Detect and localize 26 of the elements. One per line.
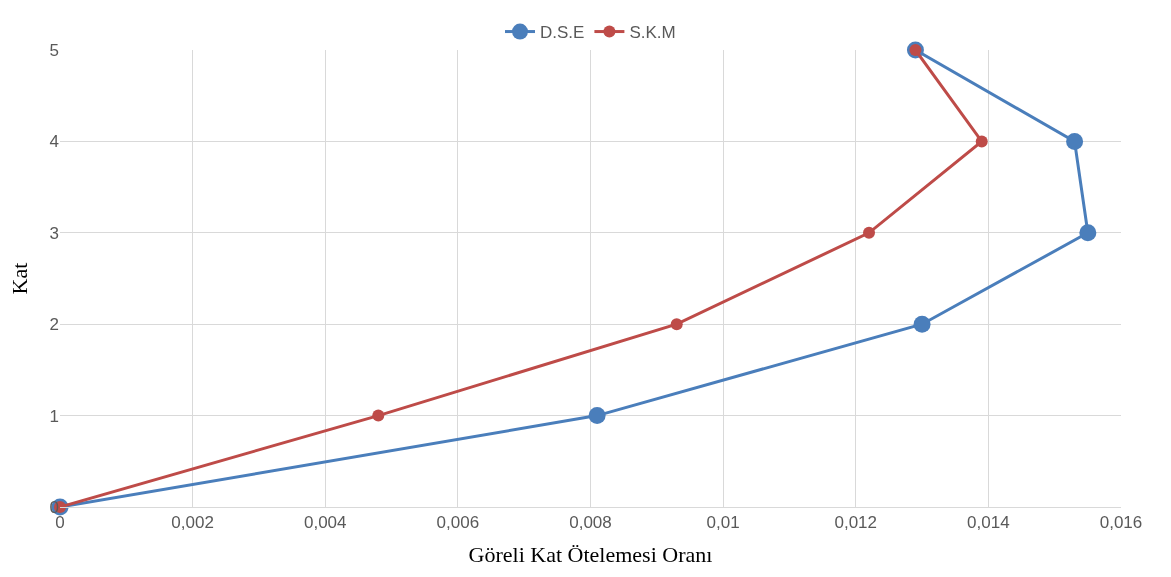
x-tick-label: 0,002 <box>171 513 214 533</box>
point <box>670 318 683 331</box>
x-tick-label: 0,004 <box>303 513 347 533</box>
point <box>372 409 385 422</box>
point <box>1079 224 1097 242</box>
x-tick-label: 0,008 <box>569 513 612 533</box>
point <box>863 226 876 239</box>
x-tick-label: 0,014 <box>967 513 1010 533</box>
point <box>1066 132 1084 150</box>
x-tick-label: 0,006 <box>436 513 480 533</box>
y-tick-label: 1 <box>49 406 59 426</box>
y-axis-title: Kat <box>7 262 33 295</box>
x-tick-label: 0,016 <box>1099 513 1143 533</box>
y-tick-label: 5 <box>49 40 59 60</box>
legend-label: S.K.M <box>629 23 676 43</box>
point <box>588 407 606 425</box>
y-tick-label: 3 <box>49 223 59 243</box>
x-axis-title: Göreli Kat Ötelemesi Oranı <box>468 542 713 568</box>
y-tick-label: 2 <box>49 315 59 335</box>
y-tick-label: 4 <box>49 132 59 152</box>
point <box>975 135 988 148</box>
y-tick-label: 0 <box>49 497 59 517</box>
x-tick-label: 0,012 <box>834 513 878 533</box>
point <box>913 315 931 333</box>
legend-label: D.S.E <box>540 23 585 43</box>
x-tick-label: 0,01 <box>706 513 740 533</box>
